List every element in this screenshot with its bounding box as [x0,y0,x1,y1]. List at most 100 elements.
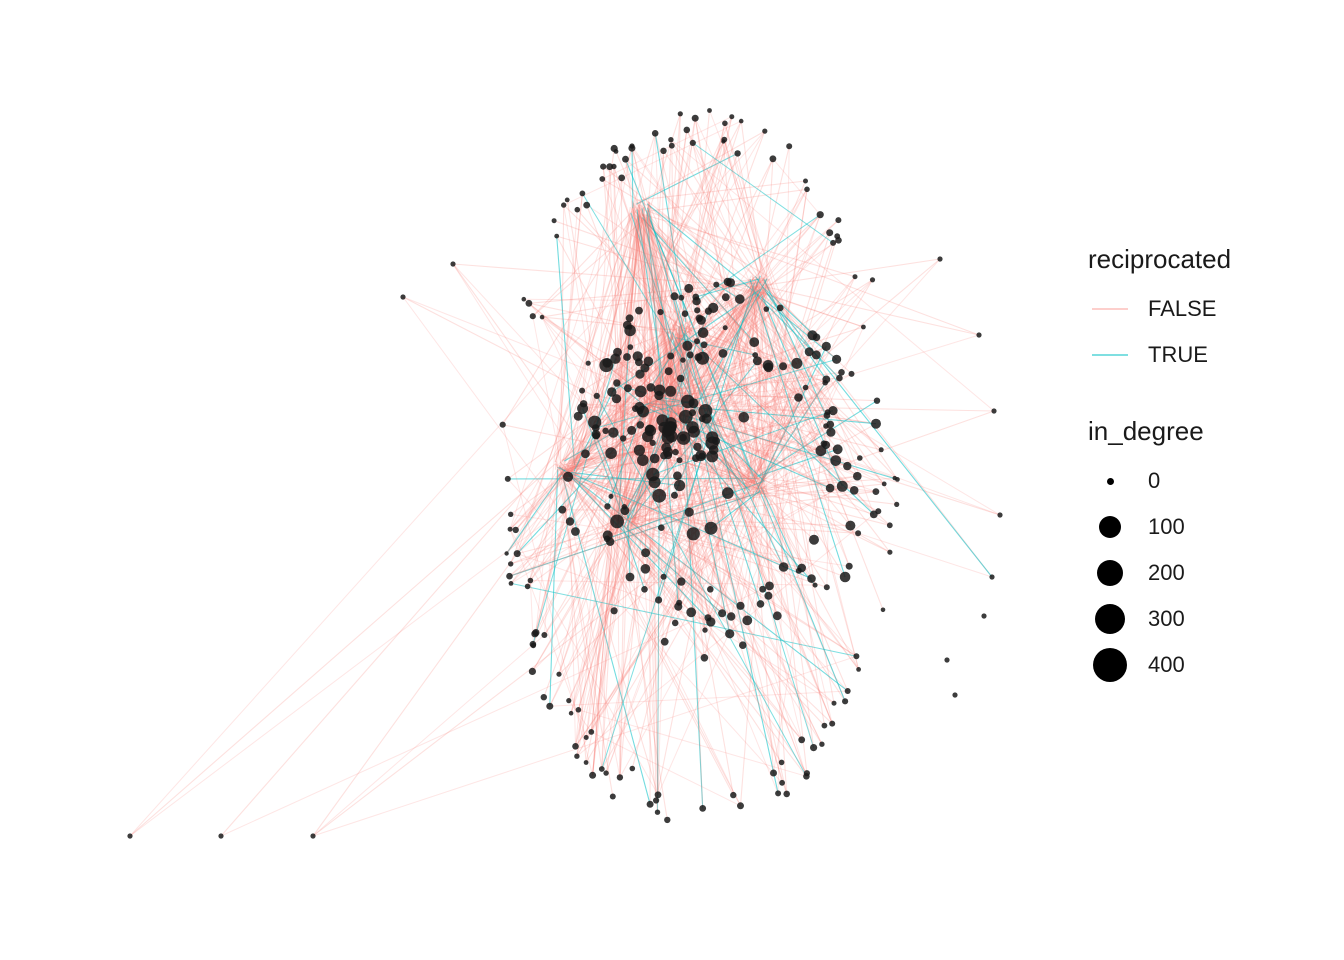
node [507,526,513,532]
edge [509,403,585,530]
node [583,735,589,740]
node [600,163,607,170]
edge [755,337,818,480]
edge [575,487,758,747]
node [826,229,834,237]
edge [747,351,810,489]
edge [659,408,834,412]
node [676,374,685,383]
edge-reciprocated [619,519,646,590]
node [944,657,950,663]
node [652,488,667,503]
edge [502,201,643,425]
legend-size-label-100: 100 [1148,514,1185,539]
edge [713,449,751,486]
edge [566,199,622,527]
node [828,406,838,416]
edge [665,447,761,491]
edge [528,302,857,657]
size-legend-title: in_degree [1088,416,1204,446]
node [621,504,628,510]
node [845,520,856,531]
node [529,313,536,320]
edge [452,263,705,659]
node [674,479,686,492]
edge [654,133,669,452]
edge [646,129,688,398]
edge [722,288,761,354]
node [803,178,808,184]
edge [617,475,858,522]
edge [677,475,749,488]
edge-reciprocated [692,278,768,413]
edge [673,310,709,331]
edge [657,599,660,813]
edge [576,204,640,757]
node [575,707,582,713]
edge [570,148,615,479]
node [836,374,843,382]
node [989,574,995,580]
node [660,147,667,154]
edge [703,280,757,346]
node [611,394,622,404]
node [665,385,677,397]
edge [617,512,668,820]
node [843,461,852,471]
edge [688,377,840,513]
edge [637,142,694,357]
edge [687,329,846,578]
legend: reciprocated FALSE TRUE in_degree 0 100 … [1088,242,1328,688]
edge [571,288,690,479]
node [878,447,884,453]
node [869,277,876,283]
edge-reciprocated [758,400,878,477]
edge [667,284,753,456]
edge-reciprocated [563,432,614,462]
edge [667,326,677,431]
edge [509,529,587,738]
edge [743,417,759,483]
node [804,186,810,193]
edge [681,475,858,583]
node [812,582,818,588]
edge [623,279,873,508]
node [738,412,750,423]
legend-key-false [1088,286,1132,332]
node [830,239,837,246]
node [668,142,675,149]
edge [563,204,690,327]
edge [561,206,645,510]
edge [743,292,758,418]
edge [666,189,808,433]
node [742,615,753,626]
edge-reciprocated [641,217,755,343]
size-legend: in_degree 0 100 200 300 400 [1088,414,1328,688]
edge [669,232,831,429]
edge [857,532,993,578]
edge [655,408,662,528]
edge [643,214,827,380]
edge [688,292,769,513]
edge [312,655,857,837]
edge [576,514,875,757]
edge-reciprocated [507,477,757,480]
node [670,292,679,301]
node [772,611,782,621]
edge [532,209,634,317]
edge-reciprocated [556,236,576,466]
node [835,217,842,224]
edge [687,325,851,526]
edge [640,391,681,486]
edge [510,449,640,584]
edge [643,213,856,278]
node [749,337,760,348]
edge [644,367,648,405]
edge-reciprocated [754,293,840,379]
edge-reciprocated [650,387,750,491]
node [738,118,744,124]
edge [509,490,765,577]
node [629,143,635,149]
edge-reciprocated [621,523,723,614]
edge [601,492,757,770]
